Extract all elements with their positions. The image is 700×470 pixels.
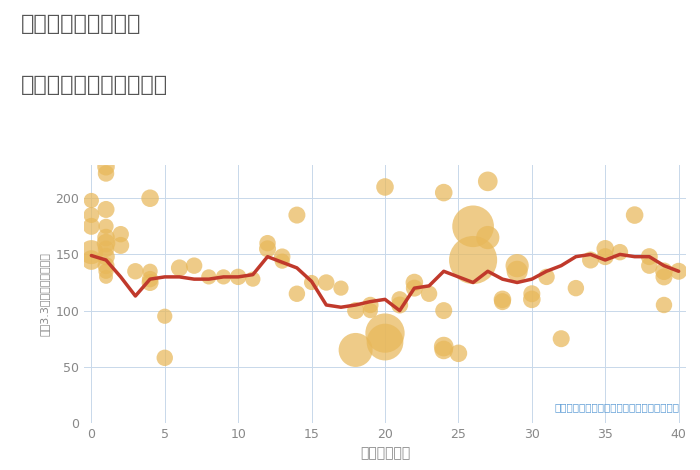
Point	[100, 262, 111, 269]
Point	[629, 212, 641, 219]
Point	[335, 284, 346, 292]
Point	[144, 279, 155, 286]
Point	[100, 239, 111, 247]
Point	[115, 242, 126, 249]
Point	[85, 197, 97, 204]
Point	[85, 256, 97, 264]
Point	[512, 262, 523, 269]
Point	[144, 275, 155, 283]
Point	[159, 313, 170, 320]
Point	[482, 234, 493, 241]
Point	[144, 195, 155, 202]
Point	[306, 279, 317, 286]
Point	[438, 343, 449, 350]
Point	[438, 346, 449, 354]
Point	[526, 290, 538, 298]
Point	[100, 273, 111, 281]
Point	[556, 335, 567, 343]
Point	[379, 338, 391, 346]
Point	[203, 273, 214, 281]
Point	[350, 346, 361, 354]
Point	[394, 296, 405, 303]
Point	[100, 267, 111, 275]
Point	[644, 253, 655, 260]
Point	[262, 239, 273, 247]
Point	[100, 163, 111, 171]
Point	[115, 230, 126, 238]
Point	[100, 245, 111, 252]
Point	[365, 301, 376, 309]
Point	[468, 256, 479, 264]
Point	[159, 354, 170, 361]
Point	[85, 223, 97, 230]
Point	[394, 301, 405, 309]
Point	[409, 284, 420, 292]
Point	[600, 253, 611, 260]
Y-axis label: 坪（3.3㎡）単価（万円）: 坪（3.3㎡）単価（万円）	[40, 252, 50, 336]
Point	[100, 206, 111, 213]
Point	[291, 290, 302, 298]
Point	[85, 212, 97, 219]
Point	[438, 189, 449, 196]
Point	[100, 223, 111, 230]
Point	[247, 275, 258, 283]
Point	[291, 212, 302, 219]
Point	[659, 267, 670, 275]
Point	[615, 249, 626, 256]
Point	[482, 178, 493, 185]
Point	[453, 350, 464, 357]
Point	[276, 253, 288, 260]
Point	[321, 279, 332, 286]
Point	[468, 223, 479, 230]
Point	[85, 249, 97, 256]
Point	[232, 273, 244, 281]
Point	[130, 267, 141, 275]
Point	[497, 298, 508, 306]
Text: 円の大きさは、取引のあった物件面積を示す: 円の大きさは、取引のあった物件面積を示す	[555, 403, 680, 413]
Text: 築年数別中古戸建て価格: 築年数別中古戸建て価格	[21, 75, 168, 95]
Point	[644, 262, 655, 269]
Point	[541, 273, 552, 281]
Point	[350, 307, 361, 314]
Point	[424, 290, 435, 298]
Point	[570, 284, 582, 292]
Point	[512, 267, 523, 275]
Point	[276, 258, 288, 265]
Point	[600, 245, 611, 252]
Point	[585, 256, 596, 264]
Point	[379, 329, 391, 337]
Point	[144, 267, 155, 275]
Point	[365, 307, 376, 314]
Point	[100, 253, 111, 260]
Point	[379, 183, 391, 191]
Point	[673, 267, 685, 275]
Point	[659, 273, 670, 281]
Point	[438, 307, 449, 314]
Point	[174, 264, 185, 272]
X-axis label: 築年数（年）: 築年数（年）	[360, 446, 410, 461]
Point	[659, 301, 670, 309]
Point	[526, 296, 538, 303]
Point	[262, 245, 273, 252]
Point	[409, 279, 420, 286]
Point	[188, 262, 199, 269]
Point	[218, 273, 229, 281]
Point	[497, 296, 508, 303]
Text: 東京都町田市森野の: 東京都町田市森野の	[21, 14, 141, 34]
Point	[100, 234, 111, 241]
Point	[100, 170, 111, 177]
